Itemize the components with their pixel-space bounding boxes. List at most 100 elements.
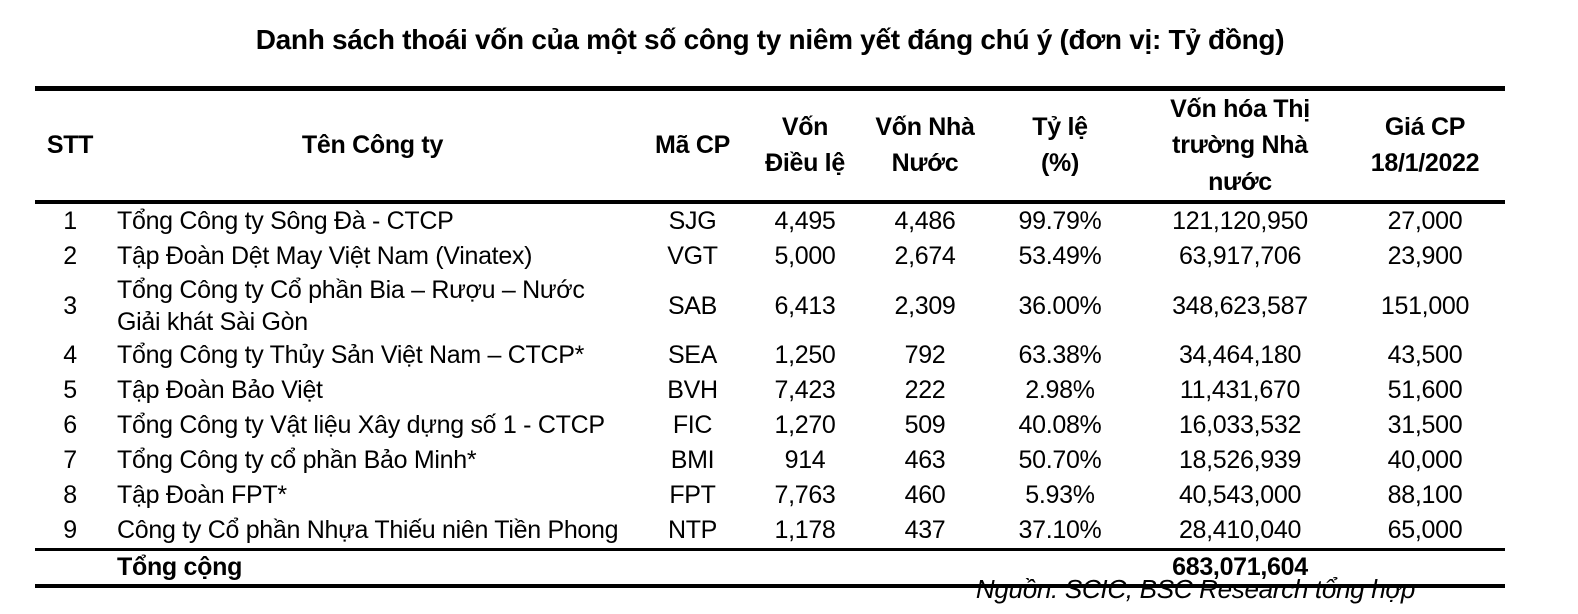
cell-charter-capital: 914 xyxy=(784,446,826,475)
cell-ticker: SJG xyxy=(668,207,717,236)
column-header-charter-capital: Vốn Điều lệ xyxy=(745,88,865,204)
cell-ticker: FIC xyxy=(672,411,713,440)
cell-state-ratio: 37.10% xyxy=(1018,516,1102,545)
cell-state-market-cap: 18,526,939 xyxy=(1178,446,1302,475)
cell-share-price: 51,600 xyxy=(1387,376,1463,405)
cell-stt: 1 xyxy=(63,207,77,236)
cell-state-capital: 792 xyxy=(904,341,946,370)
cell-share-price: 43,500 xyxy=(1387,341,1463,370)
column-header-state-capital: Vốn Nhà Nước xyxy=(865,88,985,204)
total-label: Tổng cộng xyxy=(105,547,640,588)
cell-ticker: BVH xyxy=(667,376,718,405)
table-row: 3 Tổng Công ty Cổ phần Bia – Rượu – Nước… xyxy=(35,274,1505,338)
table-row: 6 Tổng Công ty Vật liệu Xây dựng số 1 - … xyxy=(35,408,1505,443)
cell-charter-capital: 7,763 xyxy=(774,481,836,510)
cell-ticker: NTP xyxy=(667,516,718,545)
cell-company-name: Tổng Công ty cổ phần Bảo Minh* xyxy=(117,446,477,475)
source-note: Nguồn: SCIC, BSC Research tổng hợp xyxy=(975,574,1415,604)
cell-stt-empty xyxy=(35,547,105,588)
divestment-table: STT Tên Công ty Mã CP Vốn Điều lệ Vốn Nh… xyxy=(35,86,1505,588)
cell-company-name: Tổng Công ty Cổ phần Bia – Rượu – Nước G… xyxy=(117,275,585,336)
cell-stt: 3 xyxy=(63,291,77,320)
cell-company-name: Tổng Công ty Vật liệu Xây dựng số 1 - CT… xyxy=(117,411,605,440)
table-row: 7 Tổng Công ty cổ phần Bảo Minh* BMI 914… xyxy=(35,443,1505,478)
column-header-company-name: Tên Công ty xyxy=(105,88,640,204)
cell-stt: 8 xyxy=(63,481,77,510)
cell-state-ratio: 40.08% xyxy=(1018,411,1102,440)
cell-empty xyxy=(640,547,745,588)
column-header-share-price: Giá CP 18/1/2022 xyxy=(1345,88,1505,204)
cell-charter-capital: 6,413 xyxy=(774,291,836,320)
table-row: 1 Tổng Công ty Sông Đà - CTCP SJG 4,495 … xyxy=(35,202,1505,239)
cell-state-capital: 2,309 xyxy=(894,291,956,320)
cell-company-name: Tập Đoàn Bảo Việt xyxy=(117,376,323,405)
cell-state-ratio: 36.00% xyxy=(1018,291,1102,320)
cell-charter-capital: 5,000 xyxy=(774,242,836,271)
cell-state-capital: 222 xyxy=(904,376,946,405)
cell-stt: 4 xyxy=(63,341,77,370)
cell-share-price: 88,100 xyxy=(1387,481,1463,510)
column-header-ticker: Mã CP xyxy=(640,88,745,204)
cell-company-name: Tổng Công ty Sông Đà - CTCP xyxy=(117,207,454,236)
cell-state-market-cap: 121,120,950 xyxy=(1172,207,1308,236)
cell-state-market-cap: 16,033,532 xyxy=(1178,411,1302,440)
cell-state-capital: 463 xyxy=(904,446,946,475)
cell-charter-capital: 1,178 xyxy=(774,516,836,545)
total-state-market-cap: 683,071,604 xyxy=(1135,547,1345,588)
cell-ticker: SAB xyxy=(667,291,718,320)
cell-stt: 2 xyxy=(63,242,77,271)
table-row: 9 Công ty Cổ phần Nhựa Thiếu niên Tiền P… xyxy=(35,513,1505,550)
cell-state-capital: 4,486 xyxy=(894,207,956,236)
column-header-state-market-cap: Vốn hóa Thị trường Nhà nước xyxy=(1135,88,1345,204)
column-header-stt: STT xyxy=(35,88,105,204)
cell-empty xyxy=(865,547,985,588)
cell-company-name: Tập Đoàn Dệt May Việt Nam (Vinatex) xyxy=(117,242,533,271)
cell-state-capital: 509 xyxy=(904,411,946,440)
cell-empty xyxy=(745,547,865,588)
cell-state-market-cap: 11,431,670 xyxy=(1179,376,1301,405)
cell-company-name: Tập Đoàn FPT* xyxy=(117,481,287,510)
table-row: 2 Tập Đoàn Dệt May Việt Nam (Vinatex) VG… xyxy=(35,239,1505,274)
cell-state-capital: 460 xyxy=(904,481,946,510)
cell-share-price: 65,000 xyxy=(1387,516,1463,545)
total-row: Tổng cộng 683,071,604 xyxy=(35,547,1505,588)
cell-share-price: 23,900 xyxy=(1387,242,1463,271)
cell-share-price: 40,000 xyxy=(1387,446,1463,475)
cell-ticker: SEA xyxy=(667,341,718,370)
cell-state-ratio: 50.70% xyxy=(1018,446,1102,475)
cell-stt: 6 xyxy=(63,411,77,440)
cell-state-market-cap: 34,464,180 xyxy=(1178,341,1302,370)
table-row: 5 Tập Đoàn Bảo Việt BVH 7,423 222 2.98% … xyxy=(35,373,1505,408)
cell-share-price: 31,500 xyxy=(1387,411,1463,440)
cell-state-ratio: 63.38% xyxy=(1018,341,1102,370)
cell-state-ratio: 99.79% xyxy=(1018,207,1102,236)
cell-state-market-cap: 348,623,587 xyxy=(1172,291,1308,320)
cell-share-price: 151,000 xyxy=(1380,291,1470,320)
table-container: STT Tên Công ty Mã CP Vốn Điều lệ Vốn Nh… xyxy=(35,86,1505,588)
cell-state-ratio: 2.98% xyxy=(1025,376,1095,405)
cell-charter-capital: 1,250 xyxy=(774,341,836,370)
cell-stt: 9 xyxy=(63,516,77,545)
cell-state-capital: 437 xyxy=(904,516,946,545)
cell-company-name: Công ty Cổ phần Nhựa Thiếu niên Tiền Pho… xyxy=(117,516,619,545)
table-title: Danh sách thoái vốn của một số công ty n… xyxy=(255,24,1285,55)
cell-state-ratio: 53.49% xyxy=(1018,242,1102,271)
cell-stt: 7 xyxy=(63,446,77,475)
cell-share-price: 27,000 xyxy=(1387,207,1463,236)
cell-state-ratio: 5.93% xyxy=(1025,481,1095,510)
cell-ticker: VGT xyxy=(667,242,718,271)
cell-stt: 5 xyxy=(63,376,77,405)
column-header-state-ratio: Tỷ lệ (%) xyxy=(985,88,1135,204)
table-row: 4 Tổng Công ty Thủy Sản Việt Nam – CTCP*… xyxy=(35,338,1505,373)
cell-ticker: FPT xyxy=(669,481,716,510)
cell-charter-capital: 1,270 xyxy=(774,411,836,440)
table-row: 8 Tập Đoàn FPT* FPT 7,763 460 5.93% 40,5… xyxy=(35,478,1505,513)
cell-charter-capital: 4,495 xyxy=(774,207,836,236)
cell-state-market-cap: 40,543,000 xyxy=(1178,481,1302,510)
cell-state-market-cap: 63,917,706 xyxy=(1178,242,1302,271)
cell-state-market-cap: 28,410,040 xyxy=(1178,516,1302,545)
cell-state-capital: 2,674 xyxy=(894,242,956,271)
cell-charter-capital: 7,423 xyxy=(774,376,836,405)
cell-ticker: BMI xyxy=(670,446,715,475)
